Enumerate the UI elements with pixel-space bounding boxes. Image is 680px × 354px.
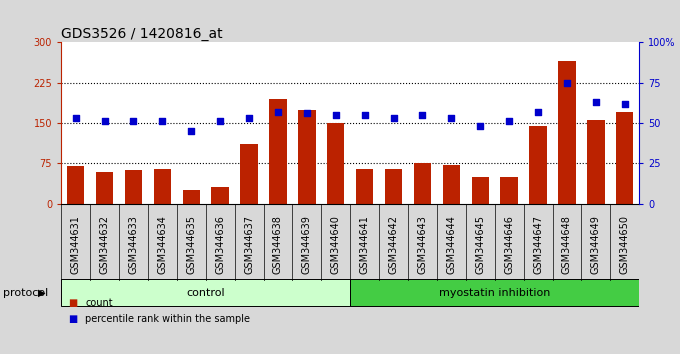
Text: ■: ■ [68,314,78,324]
Text: ▶: ▶ [38,288,46,298]
Text: GSM344637: GSM344637 [244,215,254,274]
Text: GSM344647: GSM344647 [533,215,543,274]
Bar [182,190,200,204]
Point [330,112,341,118]
Bar [558,61,575,204]
Bar [124,170,142,204]
Bar [443,165,460,204]
Point [590,99,601,105]
Text: GSM344632: GSM344632 [99,215,109,274]
Text: GSM344634: GSM344634 [157,215,167,274]
Bar [327,123,344,204]
Bar [269,99,286,204]
Text: GSM344643: GSM344643 [418,215,428,274]
Bar [298,110,316,204]
Point [186,128,197,134]
Text: protocol: protocol [3,288,49,298]
Point [619,101,630,107]
Text: GSM344645: GSM344645 [475,215,486,274]
Text: GSM344640: GSM344640 [330,215,341,274]
Bar [61,279,350,307]
Bar [350,279,639,307]
Text: GSM344646: GSM344646 [504,215,514,274]
Text: myostatin inhibition: myostatin inhibition [439,288,550,298]
Bar [67,166,84,204]
Point [388,115,399,121]
Point [475,124,486,129]
Point [273,109,284,115]
Point [157,119,168,124]
Bar [356,169,373,204]
Bar [385,169,402,204]
Point [128,119,139,124]
Point [301,110,312,116]
Text: control: control [186,288,225,298]
Point [215,119,226,124]
Text: ■: ■ [68,298,78,308]
Point [359,112,370,118]
Text: GSM344644: GSM344644 [446,215,456,274]
Text: GSM344633: GSM344633 [129,215,139,274]
Bar [154,169,171,204]
Bar [587,120,605,204]
Bar [211,188,228,204]
Bar [471,177,489,204]
Point [70,115,81,121]
Text: GDS3526 / 1420816_at: GDS3526 / 1420816_at [61,28,223,41]
Text: GSM344639: GSM344639 [302,215,312,274]
Text: percentile rank within the sample: percentile rank within the sample [85,314,250,324]
Point [504,119,515,124]
Text: GSM344648: GSM344648 [562,215,572,274]
Bar [500,177,517,204]
Bar [241,144,258,204]
Text: GSM344636: GSM344636 [215,215,225,274]
Bar [616,112,633,204]
Point [243,115,254,121]
Text: GSM344638: GSM344638 [273,215,283,274]
Bar [413,163,431,204]
Text: GSM344650: GSM344650 [619,215,630,274]
Text: GSM344631: GSM344631 [71,215,81,274]
Text: GSM344635: GSM344635 [186,215,197,274]
Bar [529,126,547,204]
Point [446,115,457,121]
Bar [96,172,113,204]
Point [417,112,428,118]
Text: GSM344649: GSM344649 [591,215,601,274]
Point [532,109,543,115]
Text: count: count [85,298,113,308]
Text: GSM344641: GSM344641 [360,215,370,274]
Point [99,119,110,124]
Point [562,80,573,86]
Text: GSM344642: GSM344642 [388,215,398,274]
